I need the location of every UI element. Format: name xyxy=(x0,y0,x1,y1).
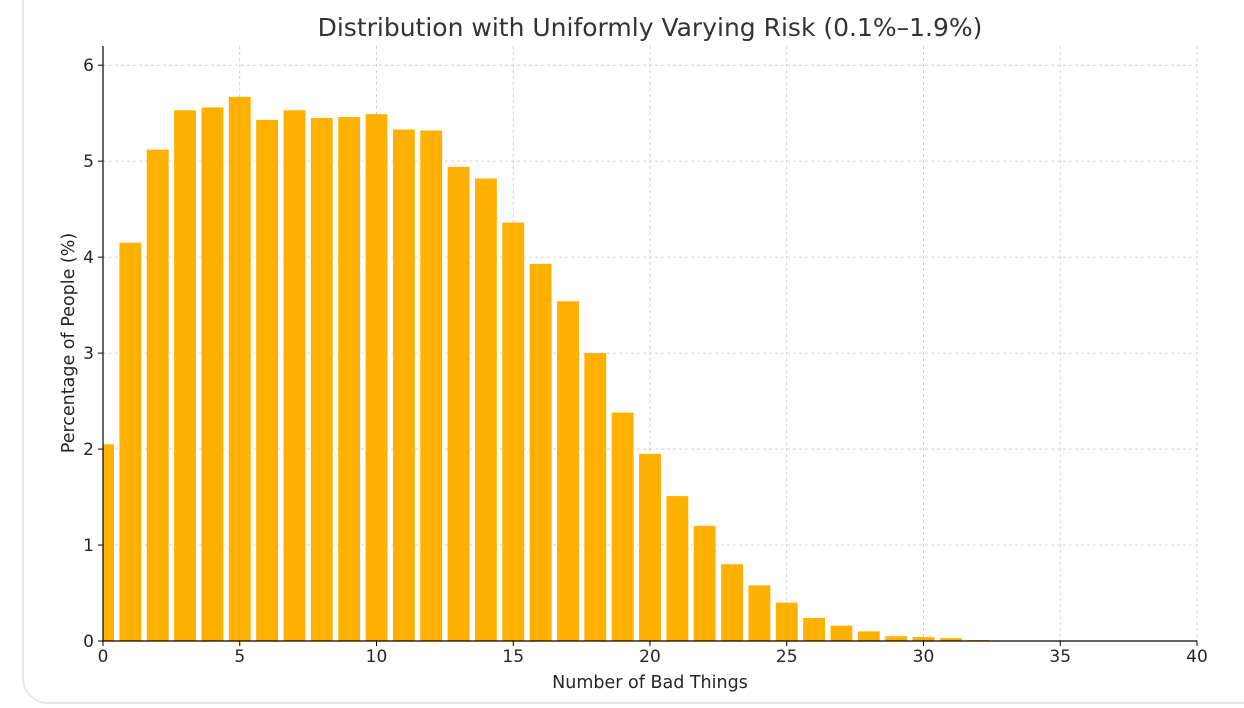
bar-11 xyxy=(392,129,415,641)
y-tick-label: 6 xyxy=(83,56,94,76)
bar-24 xyxy=(748,585,771,641)
x-tick-label: 0 xyxy=(98,647,109,667)
bar-4 xyxy=(201,107,224,641)
bar-20 xyxy=(639,453,661,641)
bar-27 xyxy=(830,625,853,641)
bar-29 xyxy=(885,636,908,641)
bar-8 xyxy=(310,117,333,641)
y-tick-label: 4 xyxy=(83,248,94,268)
y-tick-label: 5 xyxy=(83,152,94,172)
bar-30 xyxy=(912,637,935,641)
chart-title: Distribution with Uniformly Varying Risk… xyxy=(318,13,983,42)
x-tick-label: 20 xyxy=(639,647,661,667)
y-axis-title: Percentage of People (%) xyxy=(59,233,79,453)
bar-14 xyxy=(474,178,497,641)
x-tick-label: 15 xyxy=(502,647,524,667)
bar-28 xyxy=(857,631,880,641)
bar-6 xyxy=(256,119,279,642)
card-frame xyxy=(22,0,1244,704)
bar-22 xyxy=(693,525,716,641)
bars xyxy=(103,96,1017,642)
bar-25 xyxy=(775,602,798,641)
bar-3 xyxy=(174,110,196,641)
bar-17 xyxy=(557,301,579,641)
x-axis-title: Number of Bad Things xyxy=(552,673,748,693)
bar-23 xyxy=(721,564,743,641)
bar-5 xyxy=(228,96,251,641)
ticks: 0 5 10 15 20 25 30 35 40 0 1 2 3 4 5 6 xyxy=(83,56,1208,667)
x-tick-label: 40 xyxy=(1186,647,1208,667)
bar-19 xyxy=(611,412,634,641)
x-tick-label: 10 xyxy=(366,647,388,667)
bar-12 xyxy=(420,130,443,642)
y-tick-label: 1 xyxy=(83,536,94,556)
bar-13 xyxy=(447,166,470,641)
bar-0 xyxy=(103,444,114,641)
bar-15 xyxy=(502,222,525,642)
y-tick-label: 2 xyxy=(83,440,94,460)
bar-31 xyxy=(939,638,962,641)
bar-9 xyxy=(338,117,361,642)
bar-26 xyxy=(803,617,826,641)
bar-21 xyxy=(666,496,689,641)
x-tick-label: 30 xyxy=(913,647,935,667)
bar-10 xyxy=(365,114,388,642)
y-tick-label: 3 xyxy=(83,344,94,364)
x-tick-label: 35 xyxy=(1049,647,1071,667)
y-tick-label: 0 xyxy=(83,632,94,652)
bar-7 xyxy=(283,110,306,641)
bar-2 xyxy=(146,149,169,642)
x-tick-label: 25 xyxy=(776,647,798,667)
x-tick-label: 5 xyxy=(234,647,245,667)
bar-1 xyxy=(119,242,142,641)
bar-16 xyxy=(529,263,552,641)
bar-18 xyxy=(584,353,607,641)
